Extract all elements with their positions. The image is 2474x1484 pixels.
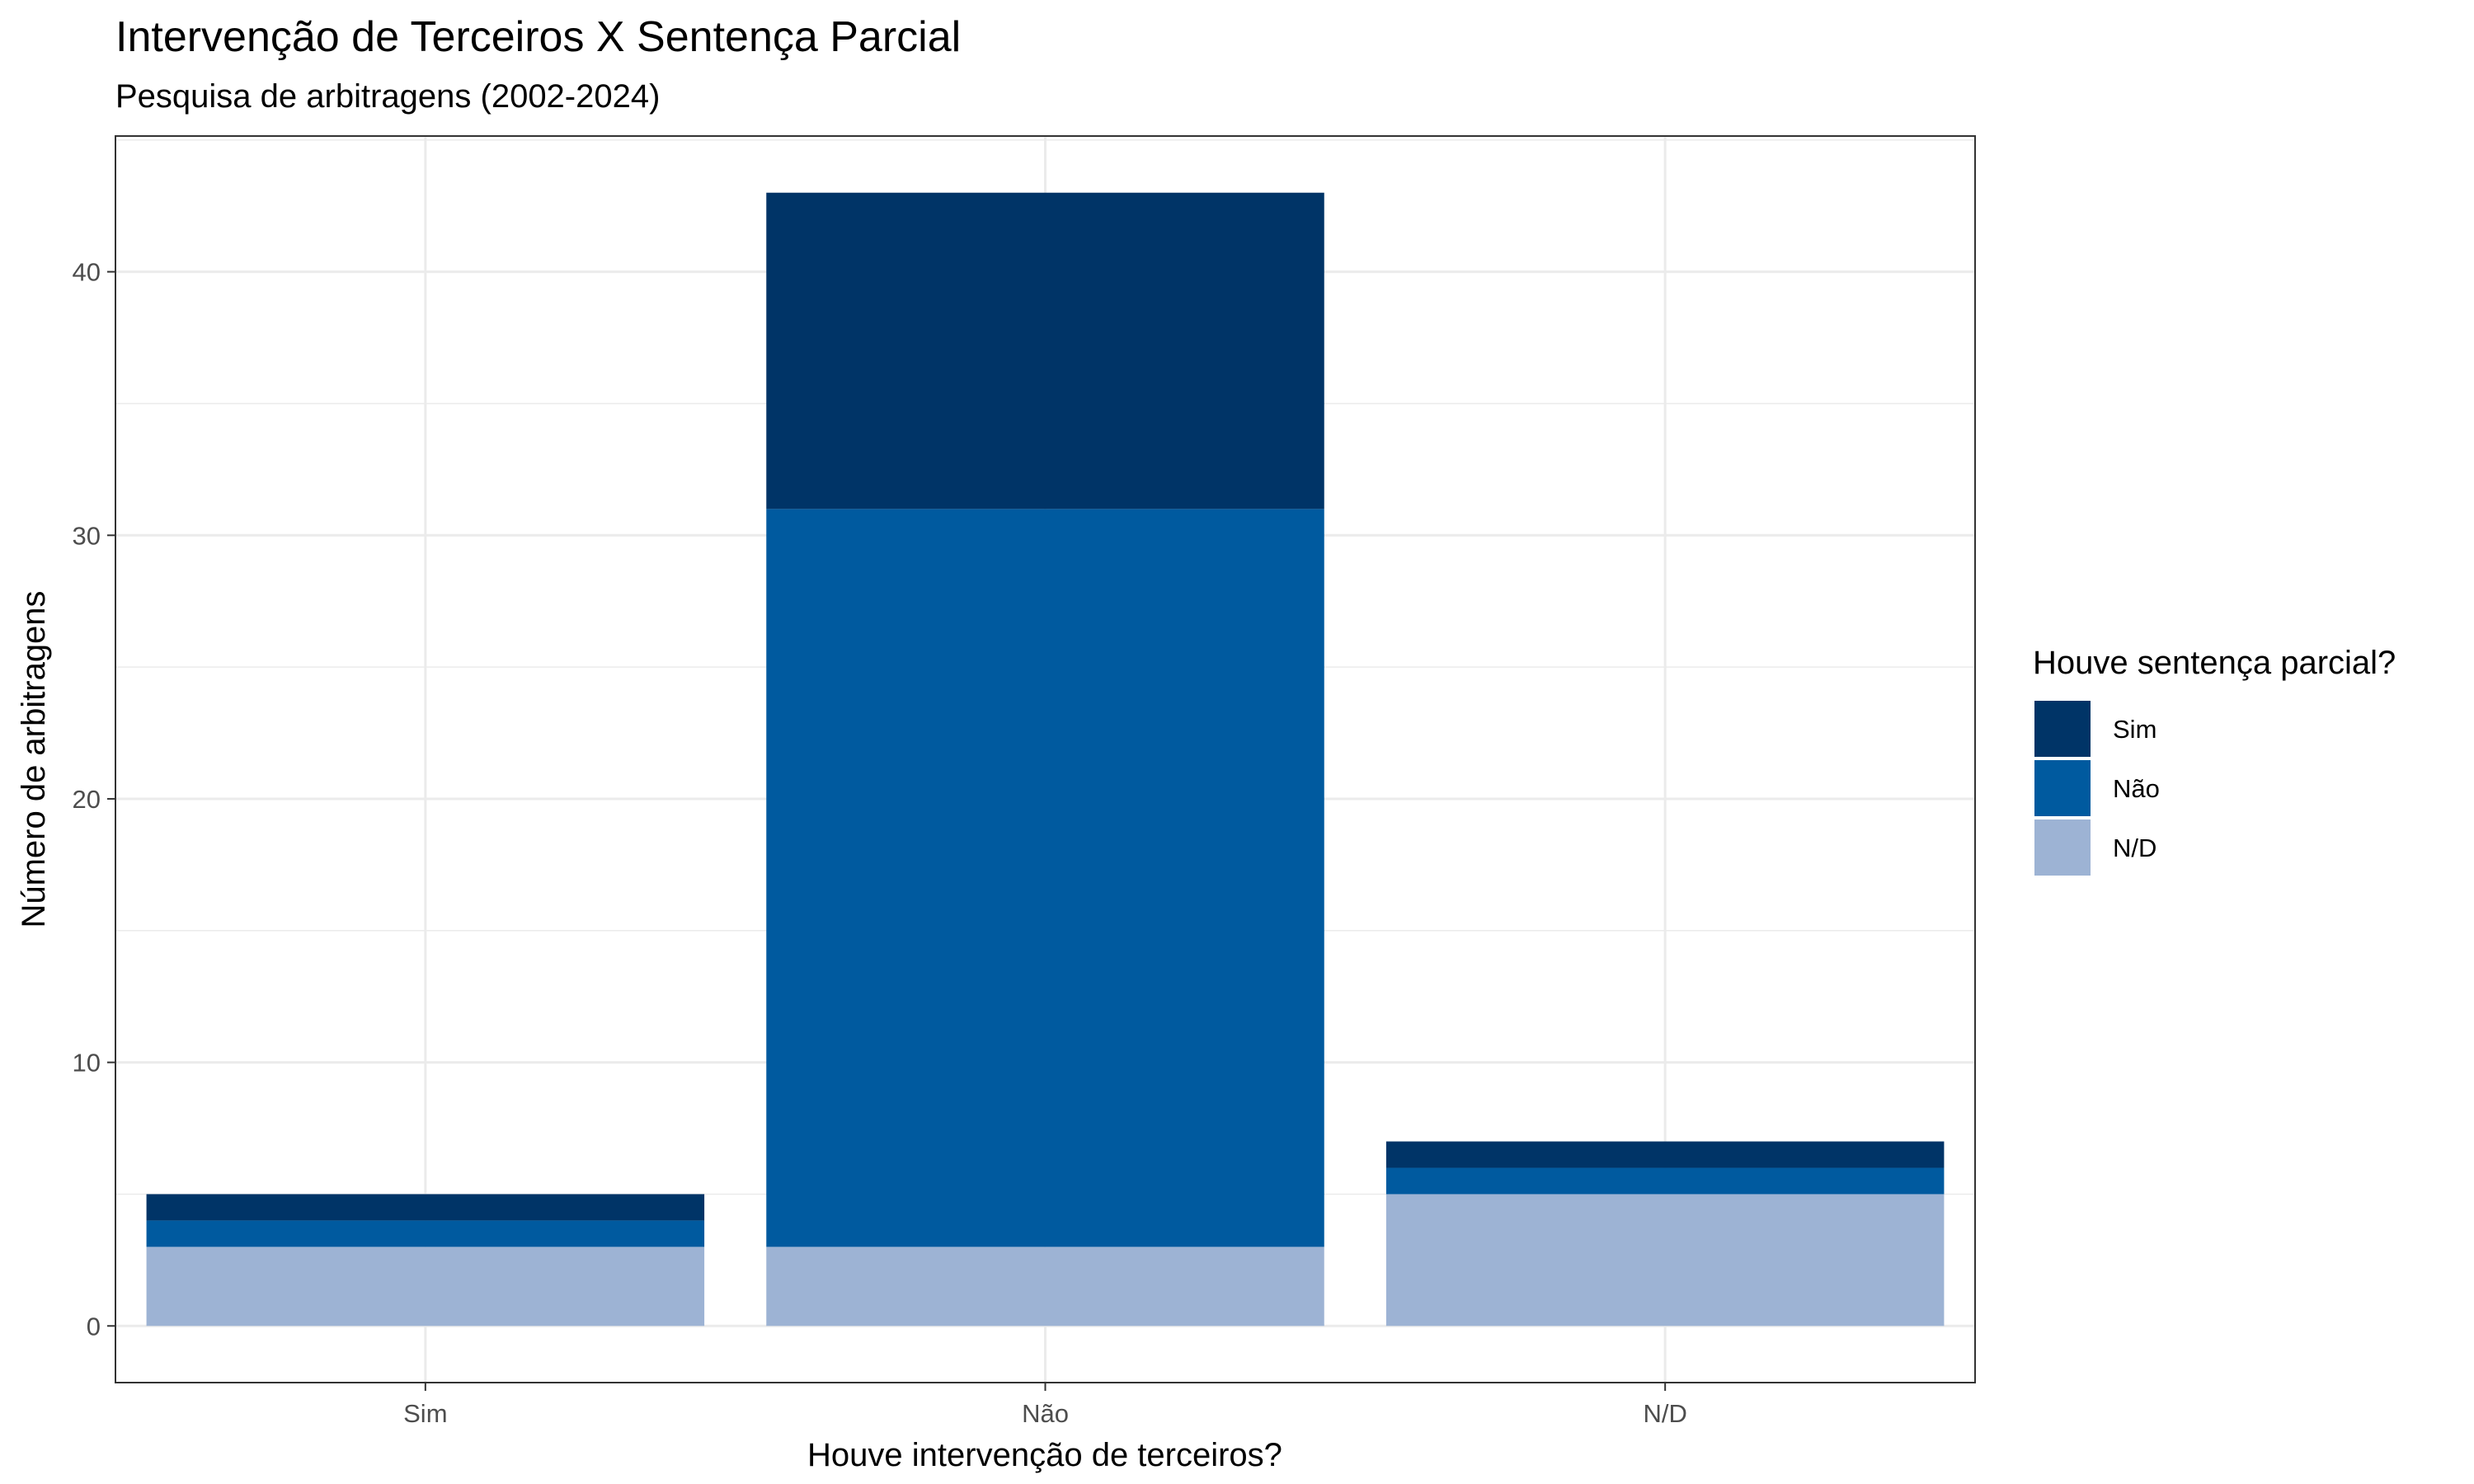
y-tick-label: 40	[73, 258, 101, 287]
y-axis-title: Número de arbitragens	[16, 590, 52, 928]
legend-label: Não	[2113, 774, 2160, 803]
x-tick-label: Não	[1022, 1399, 1069, 1428]
legend-label: Sim	[2113, 715, 2157, 744]
bar-nd-no	[1385, 1167, 1945, 1195]
y-tick-label: 0	[87, 1312, 101, 1341]
legend-key-sim	[2034, 701, 2091, 757]
legend-key-nd	[2034, 819, 2091, 876]
legend-title: Houve sentença parcial?	[2033, 645, 2396, 681]
y-axis: 0 10 20 30 40	[73, 258, 115, 1341]
bar-no-nd	[766, 1247, 1324, 1327]
y-tick-label: 30	[73, 521, 101, 550]
bar-no-sim	[766, 192, 1324, 510]
bar-nd-sim	[1385, 1141, 1945, 1168]
x-axis-title: Houve intervenção de terceiros?	[807, 1437, 1282, 1473]
bar-sim-nd	[146, 1247, 705, 1327]
x-tick-label: N/D	[1643, 1399, 1686, 1428]
legend-label: N/D	[2113, 834, 2157, 862]
x-tick-label: Sim	[403, 1399, 447, 1428]
chart-subtitle: Pesquisa de arbitragens (2002-2024)	[115, 78, 660, 115]
bar-sim-sim	[146, 1194, 705, 1221]
legend-key-no	[2034, 760, 2091, 816]
bar-nd-nd	[1385, 1194, 1945, 1327]
bar-no-no	[766, 509, 1324, 1247]
x-axis: Sim Não N/D	[403, 1383, 1687, 1428]
chart-title: Intervenção de Terceiros X Sentença Parc…	[115, 13, 961, 61]
bars	[146, 192, 1945, 1327]
bar-sim-no	[146, 1220, 705, 1247]
y-tick-label: 20	[73, 785, 101, 814]
plot-area	[115, 135, 1976, 1383]
y-tick-label: 10	[73, 1049, 101, 1078]
legend: Houve sentença parcial? Sim Não N/D	[2033, 645, 2396, 876]
